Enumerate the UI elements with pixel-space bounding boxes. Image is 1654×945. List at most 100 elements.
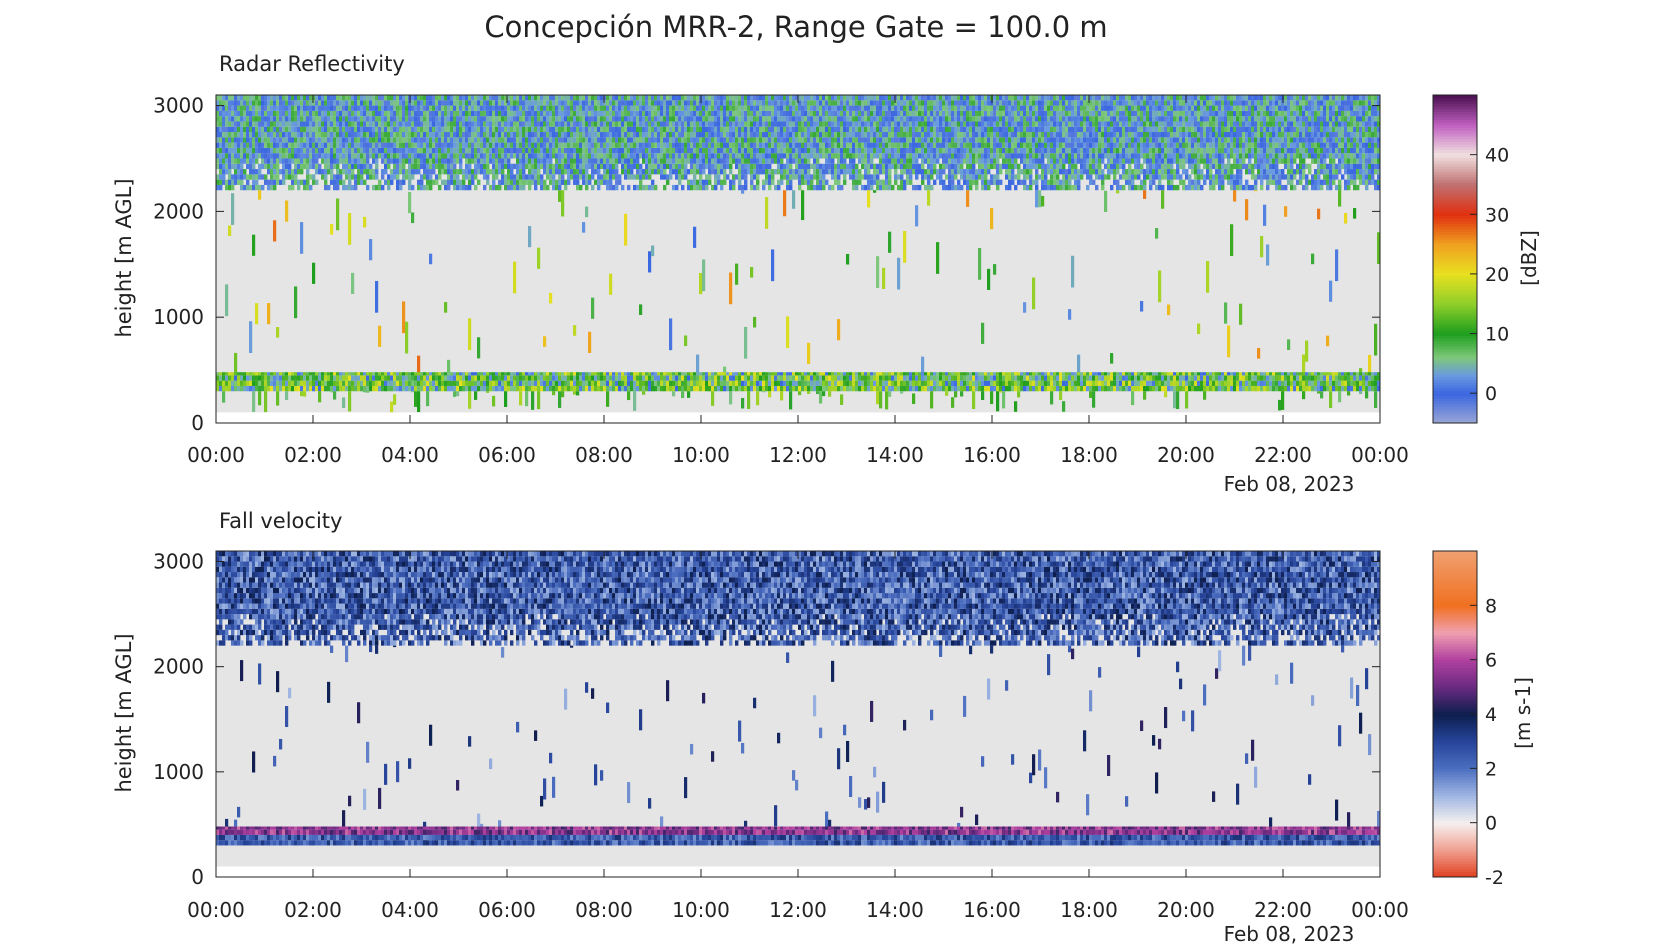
heatmap-cell — [1041, 137, 1045, 143]
heatmap-cell — [951, 116, 955, 122]
heatmap-cell — [423, 110, 427, 117]
heatmap-cell — [582, 147, 586, 154]
heatmap-cell — [786, 163, 790, 170]
heatmap-cell — [729, 132, 733, 138]
heatmap-cell — [855, 110, 859, 117]
heatmap-cell — [516, 121, 520, 127]
heatmap-cell — [282, 169, 286, 175]
heatmap-cell — [864, 110, 868, 117]
heatmap-cell — [348, 126, 352, 133]
heatmap-cell — [381, 105, 385, 111]
heatmap-cell — [1062, 110, 1066, 117]
heatmap-cell — [960, 100, 964, 106]
heatmap-cell — [771, 116, 775, 122]
heatmap-cell — [843, 174, 847, 180]
heatmap-cell — [663, 137, 667, 143]
heatmap-cell — [1098, 137, 1102, 143]
heatmap-cell — [309, 184, 313, 191]
heatmap-cell — [606, 126, 610, 133]
heatmap-cell — [843, 116, 847, 122]
heatmap-cell — [870, 121, 874, 127]
heatmap-cell — [651, 179, 655, 185]
heatmap-cell — [813, 142, 817, 148]
heatmap-cell — [1017, 147, 1021, 154]
heatmap-cell — [804, 100, 808, 106]
heatmap-cell — [306, 121, 310, 127]
heatmap-cell — [906, 132, 910, 138]
heatmap-cell — [426, 158, 430, 164]
heatmap-cell — [1020, 110, 1024, 117]
heatmap-cell — [657, 110, 661, 117]
heatmap-cell — [1062, 132, 1066, 138]
heatmap-cell — [954, 137, 958, 143]
heatmap-cell — [843, 95, 847, 101]
heatmap-cell — [951, 126, 955, 133]
heatmap-cell — [393, 116, 397, 122]
heatmap-cell — [894, 179, 898, 185]
heatmap-cell — [573, 163, 577, 170]
heatmap-cell — [1080, 126, 1084, 133]
heatmap-cell — [858, 174, 862, 180]
heatmap-cell — [327, 105, 331, 111]
heatmap-cell — [819, 110, 823, 117]
heatmap-cell — [558, 100, 562, 106]
heatmap-cell — [837, 121, 841, 127]
heatmap-cell — [468, 126, 472, 133]
heatmap-cell — [288, 137, 292, 143]
heatmap-cell — [888, 105, 892, 111]
heatmap-cell — [255, 142, 259, 148]
heatmap-cell — [414, 126, 418, 133]
heatmap-cell — [768, 184, 772, 191]
heatmap-cell — [1029, 184, 1033, 191]
heatmap-cell — [321, 132, 325, 138]
heatmap-cell — [666, 110, 670, 117]
heatmap-cell — [942, 105, 946, 111]
heatmap-cell — [861, 163, 865, 170]
heatmap-cell — [531, 137, 535, 143]
heatmap-cell — [453, 121, 457, 127]
heatmap-cell — [996, 121, 1000, 127]
heatmap-cell — [366, 153, 370, 159]
heatmap-cell — [576, 121, 580, 127]
heatmap-cell — [873, 169, 877, 175]
heatmap-cell — [576, 184, 580, 191]
heatmap-cell — [1026, 132, 1030, 138]
heatmap-cell — [1092, 105, 1096, 111]
heatmap-cell — [222, 169, 226, 175]
heatmap-cell — [1053, 163, 1057, 170]
heatmap-cell — [858, 169, 862, 175]
heatmap-cell — [501, 158, 505, 164]
heatmap-cell — [1047, 100, 1051, 106]
heatmap-cell — [987, 179, 991, 185]
heatmap-cell — [867, 142, 871, 148]
heatmap-cell — [786, 184, 790, 191]
heatmap-cell — [615, 163, 619, 170]
heatmap-cell — [618, 158, 622, 164]
heatmap-cell — [846, 126, 850, 133]
heatmap-cell — [828, 169, 832, 175]
heatmap-cell — [357, 126, 361, 133]
heatmap-cell — [1044, 105, 1048, 111]
heatmap-cell — [255, 110, 259, 117]
heatmap-cell — [276, 163, 280, 170]
heatmap-cell — [663, 95, 667, 101]
heatmap-cell — [885, 184, 889, 191]
heatmap-cell — [306, 110, 310, 117]
heatmap-cell — [825, 137, 829, 143]
heatmap-cell — [570, 137, 574, 143]
heatmap-cell — [246, 147, 250, 154]
heatmap-cell — [975, 126, 979, 133]
heatmap-cell — [705, 116, 709, 122]
heatmap-cell — [1038, 158, 1042, 164]
heatmap-cell — [765, 174, 769, 180]
heatmap-cell — [585, 137, 589, 143]
heatmap-cell — [528, 174, 532, 180]
heatmap-cell — [441, 137, 445, 143]
heatmap-cell — [780, 147, 784, 154]
heatmap-cell — [411, 174, 415, 180]
heatmap-cell — [318, 142, 322, 148]
heatmap-cell — [663, 132, 667, 138]
heatmap-cell — [546, 132, 550, 138]
heatmap-cell — [456, 132, 460, 138]
heatmap-cell — [606, 153, 610, 159]
